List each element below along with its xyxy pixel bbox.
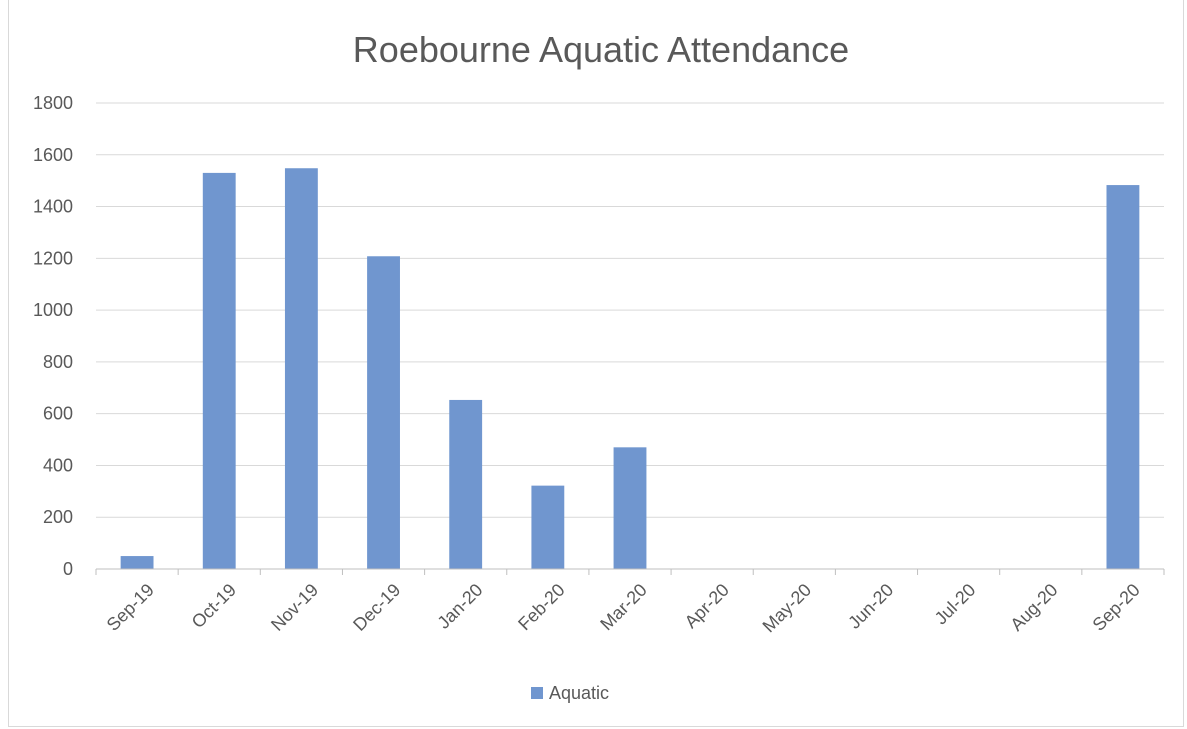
y-tick-label: 400 [43, 455, 73, 475]
bar-sep-19 [120, 556, 154, 569]
x-tick-label: May-20 [759, 580, 816, 637]
x-axis [95, 568, 1165, 575]
y-tick-label: 1200 [33, 248, 73, 268]
x-tick-label: Sep-20 [1089, 580, 1144, 635]
x-tick-label: Jul-20 [931, 580, 980, 629]
bars [120, 168, 1140, 570]
legend: Aquatic [531, 683, 609, 703]
y-tick-label: 1600 [33, 145, 73, 165]
x-tick-label: Aug-20 [1006, 580, 1061, 635]
bar-oct-19 [202, 172, 236, 569]
chart-title: Roebourne Aquatic Attendance [353, 29, 849, 70]
bar-jan-20 [449, 399, 483, 569]
x-axis-tick-labels: Sep-19 Oct-19 Nov-19 Dec-19 Jan-20 Feb-20 Mar-… [103, 580, 1144, 637]
x-tick-label: Mar-20 [596, 580, 650, 634]
bar-nov-19 [284, 168, 318, 570]
bar-mar-20 [613, 447, 647, 569]
y-tick-label: 800 [43, 352, 73, 372]
x-tick-label: Jun-20 [844, 580, 897, 633]
y-tick-label: 0 [63, 559, 73, 579]
bar-sep-20 [1106, 185, 1140, 569]
legend-swatch [531, 687, 543, 699]
x-tick-label: Feb-20 [514, 580, 568, 634]
x-tick-label: Dec-19 [349, 580, 404, 635]
y-axis-tick-labels: 0 200 400 600 800 1000 1200 1400 1600 1800 [33, 93, 73, 579]
x-tick-label: Jan-20 [433, 580, 486, 633]
y-tick-label: 1800 [33, 93, 73, 113]
x-tick-label: Oct-19 [188, 580, 240, 632]
x-tick-label: Sep-19 [103, 580, 158, 635]
x-tick-label: Apr-20 [681, 580, 733, 632]
bar-dec-19 [367, 256, 400, 569]
y-tick-label: 200 [43, 507, 73, 527]
y-tick-label: 600 [43, 404, 73, 424]
legend-label: Aquatic [549, 683, 609, 703]
bar-feb-20 [531, 485, 565, 569]
y-tick-label: 1400 [33, 197, 73, 217]
x-tick-label: Nov-19 [267, 580, 322, 635]
y-tick-label: 1000 [33, 300, 73, 320]
